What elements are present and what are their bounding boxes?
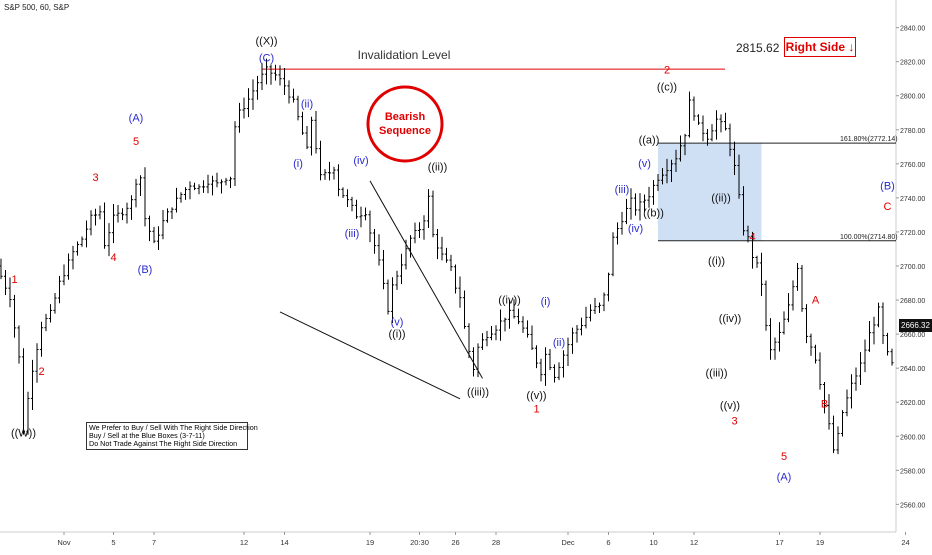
note-line: Do Not Trade Against The Right Side Dire… [89, 439, 238, 448]
y-tick-label: 2600.00 [900, 434, 925, 441]
trend-line [279, 311, 461, 400]
x-tick-label: 12 [240, 538, 248, 547]
symbol-header: S&P 500, 60, S&P [4, 3, 70, 12]
y-tick-label: 2640.00 [900, 366, 925, 373]
y-tick-label: 2740.00 [900, 196, 925, 203]
right-side-label: Right Side [785, 40, 845, 54]
y-tick-label: 2620.00 [900, 400, 925, 407]
y-tick-label: 2720.00 [900, 230, 925, 237]
wave-label: 5 [133, 136, 139, 148]
x-tick-label: 5 [111, 538, 115, 547]
x-tick-label: 24 [901, 538, 909, 547]
wave-label: (iv) [353, 155, 368, 167]
note-line: Buy / Sell at the Blue Boxes (3-7-11) [89, 431, 205, 440]
current-price-tag: 2666.32 [899, 319, 932, 332]
wave-label: (v) [638, 158, 651, 170]
wave-label: (iii) [615, 184, 630, 196]
wave-label: ((X)) [256, 36, 278, 48]
wave-label: (B) [138, 264, 153, 276]
wave-label: 1 [533, 403, 539, 415]
wave-label: (ii) [553, 337, 565, 349]
x-tick-label: Nov [57, 538, 71, 547]
wave-label: B [821, 398, 828, 410]
wave-label: 3 [731, 415, 737, 427]
wave-label: ((iii)) [467, 386, 489, 398]
note-line: We Prefer to Buy / Sell With The Right S… [89, 423, 258, 432]
fib-level-label: 100.00%(2714.80) [840, 234, 898, 241]
y-tick-label: 2580.00 [900, 468, 925, 475]
wave-label: (B) [880, 180, 895, 192]
y-tick-label: 2660.00 [900, 332, 925, 339]
wave-label: 2 [664, 65, 670, 77]
wave-label: 2 [38, 366, 44, 378]
wave-label: ((ii)) [711, 192, 731, 204]
blue-box-zone [658, 143, 762, 241]
fib-level-label: 161.80%(2772.14) [840, 136, 898, 143]
wave-label: (C) [259, 53, 274, 65]
wave-label: (iii) [345, 228, 360, 240]
x-tick-label: 19 [366, 538, 374, 547]
wave-label: (A) [777, 472, 792, 484]
wave-label: 5 [781, 451, 787, 463]
y-tick-label: 2840.00 [900, 26, 925, 33]
wave-label: ((v)) [720, 400, 740, 412]
x-tick-label: 7 [152, 538, 156, 547]
wave-label: ((i)) [708, 255, 725, 267]
x-tick-label: 28 [492, 538, 500, 547]
x-tick-label: 19 [816, 538, 824, 547]
wave-label: ((c)) [657, 82, 677, 94]
invalidation-label: Invalidation Level [358, 48, 451, 62]
wave-label: ((iii)) [706, 368, 728, 380]
wave-label: ((b)) [643, 208, 664, 220]
wave-label: (iv) [628, 223, 643, 235]
wave-label: (ii) [301, 99, 313, 111]
y-tick-label: 2780.00 [900, 128, 925, 135]
right-side-badge: Right Side ↓ [784, 37, 856, 57]
y-tick-label: 2760.00 [900, 162, 925, 169]
x-tick-label: 6 [606, 538, 610, 547]
wave-label: (i) [293, 158, 303, 170]
wave-label: C [884, 201, 892, 213]
y-tick-label: 2800.00 [900, 94, 925, 101]
x-tick-label: 17 [775, 538, 783, 547]
trend-line [369, 180, 483, 379]
wave-label: (i) [541, 296, 551, 308]
wave-label: ((ii)) [428, 162, 448, 174]
trading-notes: We Prefer to Buy / Sell With The Right S… [86, 422, 258, 450]
wave-label: 3 [92, 172, 98, 184]
x-tick-label: 20:30 [410, 538, 429, 547]
wave-label: (A) [129, 112, 144, 124]
wave-label: ((v)) [526, 390, 546, 402]
y-tick-label: 2560.00 [900, 502, 925, 509]
bearish-label-line2: Sequence [379, 125, 431, 137]
y-tick-label: 2680.00 [900, 298, 925, 305]
bearish-sequence-circle [366, 85, 444, 163]
x-tick-label: 12 [690, 538, 698, 547]
wave-label: 4 [749, 231, 755, 243]
x-tick-label: 14 [280, 538, 288, 547]
wave-label: ((iv)) [498, 294, 521, 306]
wave-label: ((iv)) [719, 313, 742, 325]
x-tick-label: 10 [649, 538, 657, 547]
wave-label: ((i)) [388, 329, 405, 341]
wave-label: 1 [11, 274, 17, 286]
wave-label: 4 [110, 252, 116, 264]
x-tick-label: Dec [561, 538, 575, 547]
y-tick-label: 2700.00 [900, 264, 925, 271]
bearish-label-line1: Bearish [385, 111, 426, 123]
x-tick-label: 26 [451, 538, 459, 547]
invalidation-price: 2815.62 [736, 41, 780, 55]
wave-label: (v) [391, 317, 404, 329]
wave-label: ((a)) [639, 134, 660, 146]
down-arrow-icon: ↓ [848, 40, 855, 54]
wave-label: ((W)) [11, 427, 36, 439]
wave-label: A [812, 294, 820, 306]
y-tick-label: 2820.00 [900, 60, 925, 67]
